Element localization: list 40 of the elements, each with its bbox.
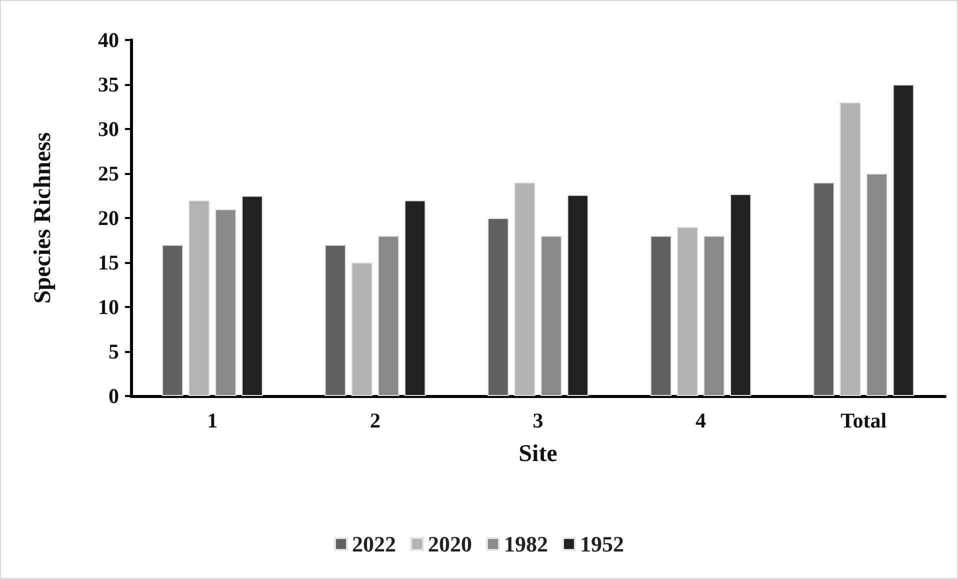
bar [840, 102, 861, 396]
bar [866, 174, 888, 396]
bar [215, 209, 236, 396]
bar [324, 244, 346, 396]
x-tick-label: 2 [370, 408, 380, 432]
y-tick-label: 0 [108, 384, 119, 408]
bar [378, 236, 400, 396]
y-tick-label: 10 [98, 295, 119, 319]
x-axis-title: Site [518, 441, 558, 467]
bar [188, 200, 210, 396]
bar [540, 236, 562, 396]
bar [162, 244, 184, 396]
bar [730, 194, 752, 396]
bar [676, 226, 698, 396]
bar [703, 236, 725, 396]
bar [567, 194, 588, 396]
bar [514, 182, 536, 396]
y-tick-label: 40 [98, 28, 119, 52]
legend-label: 1982 [504, 532, 548, 556]
bar [242, 196, 263, 396]
legend-label: 1952 [580, 532, 624, 556]
x-tick-label: 3 [532, 408, 544, 432]
legend-label: 2022 [352, 532, 396, 556]
legend-label: 2020 [428, 532, 472, 556]
bar [488, 218, 509, 396]
bar [650, 236, 672, 396]
bar [404, 200, 426, 396]
x-tick-label: 4 [696, 408, 707, 432]
y-tick-label: 20 [98, 206, 119, 230]
bar [892, 84, 914, 396]
bar [351, 262, 373, 396]
y-tick-label: 15 [98, 250, 119, 274]
x-tick-label: Total [840, 408, 887, 432]
bar [813, 182, 834, 396]
y-tick-label: 5 [108, 340, 119, 364]
y-tick-label: 25 [98, 162, 119, 186]
y-tick-label: 30 [98, 117, 119, 141]
y-axis-title: Species Richness [30, 132, 56, 304]
x-tick-label: 1 [207, 408, 218, 432]
y-tick-label: 35 [98, 72, 119, 96]
